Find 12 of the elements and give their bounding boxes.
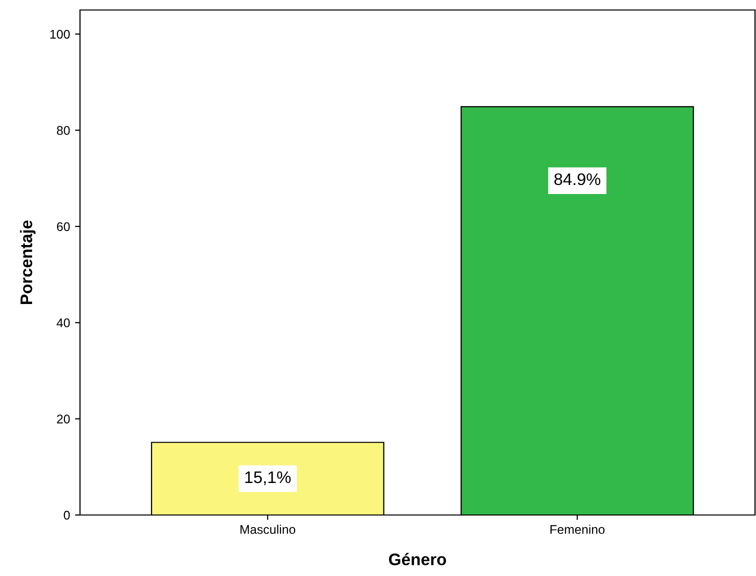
x-tick-label: Masculino — [240, 524, 296, 534]
y-tick-label: 40 — [56, 318, 70, 328]
x-tick-label: Femenino — [550, 524, 605, 534]
y-tick-label: 100 — [50, 30, 70, 39]
y-tick-label: 80 — [56, 126, 70, 135]
y-axis-title: Porcentaje — [20, 220, 36, 304]
y-tick-label: 60 — [57, 222, 70, 232]
y-tick-label: 20 — [57, 414, 70, 424]
data-label: 84.9% — [554, 173, 600, 186]
y-tick-label: 0 — [64, 510, 70, 520]
x-axis-title: Género — [389, 552, 446, 566]
data-label: 15,1% — [245, 471, 291, 486]
